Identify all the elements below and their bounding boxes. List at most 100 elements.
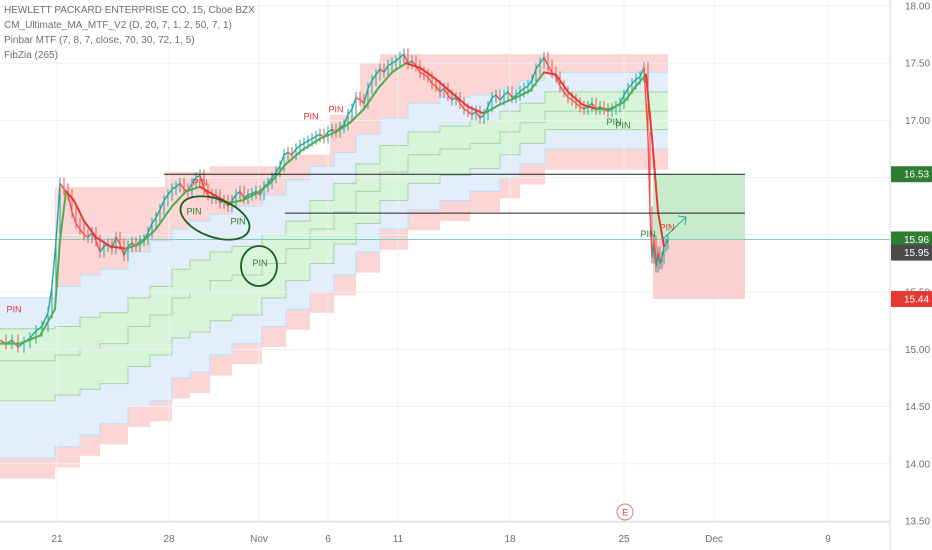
- price-segment: [251, 190, 257, 195]
- moving-average-segment: [529, 71, 545, 92]
- y-axis-tick-label: 15.00: [905, 345, 930, 356]
- price-segment: [463, 108, 469, 112]
- pinbar-label: PIN: [6, 305, 21, 315]
- price-segment: [543, 57, 549, 66]
- moving-average-segment: [109, 245, 127, 250]
- pinbar-label: PIN: [192, 178, 207, 188]
- moving-average-segment: [65, 190, 75, 202]
- price-segment: [479, 114, 485, 119]
- price-segment: [347, 108, 353, 116]
- price-segment: [623, 88, 629, 96]
- price-segment: [395, 56, 401, 62]
- y-axis-tick-label: 17.00: [905, 116, 930, 127]
- price-segment: [499, 94, 505, 101]
- price-segment: [275, 165, 281, 173]
- price-segment: [515, 91, 521, 96]
- price-segment: [79, 228, 85, 236]
- price-segment: [575, 102, 581, 108]
- price-segment: [657, 251, 661, 264]
- price-segment: [75, 223, 81, 230]
- x-axis-tick-label: 28: [163, 534, 175, 545]
- price-segment: [661, 246, 665, 258]
- moving-average-segment: [435, 78, 453, 94]
- price-segment: [439, 87, 445, 93]
- price-segment: [195, 174, 201, 179]
- price-segment: [299, 142, 305, 147]
- price-segment: [343, 114, 349, 126]
- price-badge-label: 15.44: [904, 294, 929, 305]
- price-segment: [327, 128, 333, 133]
- price-segment: [143, 232, 149, 240]
- y-axis-tick-label: 17.50: [905, 59, 930, 70]
- price-segment: [643, 67, 649, 138]
- price-segment: [535, 62, 541, 70]
- moving-average-segment: [555, 73, 569, 93]
- indicator-fibzia[interactable]: FibZia (265): [4, 50, 58, 61]
- pinbar-label: PIN: [252, 258, 267, 268]
- moving-average-segment: [581, 103, 597, 110]
- y-axis-tick-label: 13.50: [905, 517, 930, 528]
- moving-average-segment: [451, 91, 469, 108]
- price-segment: [523, 85, 529, 90]
- moving-average-segment: [199, 185, 215, 196]
- price-segment: [71, 211, 77, 224]
- price-segment: [35, 325, 43, 332]
- moving-average-segment: [363, 87, 379, 110]
- x-axis-tick-label: 6: [325, 534, 331, 545]
- price-segment: [563, 91, 569, 98]
- price-segment: [427, 76, 433, 85]
- price-segment: [41, 312, 49, 327]
- price-segment: [423, 74, 429, 78]
- moving-average-segment: [567, 90, 583, 106]
- moving-average-segment: [483, 103, 501, 115]
- price-segment: [503, 91, 509, 96]
- price-segment: [459, 102, 465, 110]
- moving-average-segment: [301, 137, 321, 152]
- price-badge: [891, 244, 932, 261]
- fib-level-line: [0, 110, 668, 362]
- price-segment: [649, 211, 653, 258]
- indicator-ma[interactable]: CM_Ultimate_MA_MTF_V2 (D, 20, 7, 1, 2, 5…: [4, 20, 232, 31]
- moving-average-segment: [139, 228, 157, 246]
- moving-average-segment: [54, 239, 61, 311]
- price-segment: [631, 78, 637, 85]
- price-segment: [51, 240, 57, 287]
- moving-average-segment: [635, 73, 647, 88]
- moving-average-segment: [419, 66, 437, 81]
- moving-average-segment: [405, 62, 421, 69]
- drawn-arrow: [661, 215, 687, 241]
- price-segment: [411, 60, 417, 66]
- moving-average-segment: [39, 308, 56, 337]
- moving-average-segment: [543, 71, 557, 76]
- indicator-pinbar[interactable]: Pinbar MTF (7, 8, 7, close, 70, 30, 72, …: [4, 35, 195, 46]
- price-segment: [287, 151, 293, 156]
- price-segment: [467, 110, 473, 116]
- pinbar-label: PIN: [303, 111, 318, 121]
- moving-average-segment: [95, 236, 111, 248]
- price-segment: [619, 94, 625, 104]
- moving-average-segment: [623, 85, 637, 104]
- price-segment: [387, 62, 393, 67]
- price-segment: [175, 182, 181, 188]
- price-segment: [167, 188, 173, 196]
- price-segment: [367, 80, 373, 89]
- price-segment: [495, 94, 501, 101]
- price-segment: [351, 97, 357, 110]
- pinbar-label: PIN: [640, 229, 655, 239]
- price-badge-label: 16.53: [904, 170, 929, 181]
- earnings-marker: [616, 503, 634, 521]
- y-axis-tick-label: 14.50: [905, 402, 930, 413]
- earnings-marker-label: E: [622, 508, 628, 518]
- price-segment: [355, 96, 361, 101]
- moving-average-segment: [319, 130, 337, 140]
- price-segment: [435, 85, 441, 93]
- price-segment: [315, 133, 321, 138]
- price-segment: [531, 68, 537, 81]
- price-badge: [891, 290, 932, 307]
- price-segment: [511, 94, 517, 99]
- price-segment: [487, 97, 493, 107]
- price-segment: [371, 74, 377, 81]
- x-axis-tick-label: 21: [51, 534, 63, 545]
